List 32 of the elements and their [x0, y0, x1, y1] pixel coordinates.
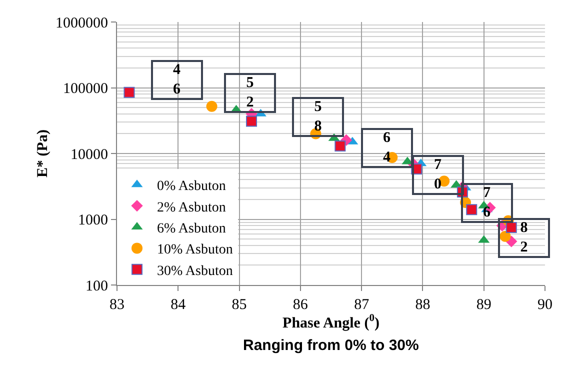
annotation: 5 2 — [246, 75, 254, 110]
annotation: 4 6 — [173, 62, 181, 98]
x-tick-label: 89 — [476, 297, 492, 313]
annotation: 7 0 — [434, 157, 442, 192]
y-tick-label: 100000 — [63, 81, 108, 97]
x-tick-label: 84 — [170, 297, 186, 313]
point — [206, 100, 218, 112]
x-tick-label: 88 — [415, 297, 430, 313]
annotation: 8 2 — [520, 220, 528, 256]
legend-label: 10% Asbuton — [157, 242, 233, 258]
point — [246, 116, 258, 127]
legend-label: 0% Asbuton — [157, 179, 226, 194]
x-tick-label: 90 — [538, 297, 552, 313]
legend-label: 6% Asbuton — [157, 221, 226, 236]
legend-label: 30% Asbuton — [157, 264, 233, 279]
x-tick-label: 85 — [232, 297, 247, 313]
point — [334, 140, 346, 152]
x-tick-label: 83 — [110, 297, 124, 313]
x-axis-title: Phase Angle ($^{0}$) — [282, 313, 380, 332]
y-tick-label: 1000000 — [56, 15, 108, 32]
legend-label: 2% Asbuton — [157, 200, 226, 216]
x-tick-label: 87 — [354, 297, 370, 313]
y-tick-label: 1000 — [78, 212, 108, 228]
point — [500, 230, 511, 242]
point — [124, 86, 135, 98]
y-tick-label: 10000 — [70, 146, 108, 163]
text: Ranging from 0% to 30% — [243, 337, 419, 354]
point — [466, 204, 478, 216]
point — [506, 222, 517, 233]
y-tick-label: 100 — [86, 278, 108, 294]
y-axis-title: E* (Pa) — [34, 130, 51, 178]
x-tick-label: 86 — [292, 297, 308, 313]
